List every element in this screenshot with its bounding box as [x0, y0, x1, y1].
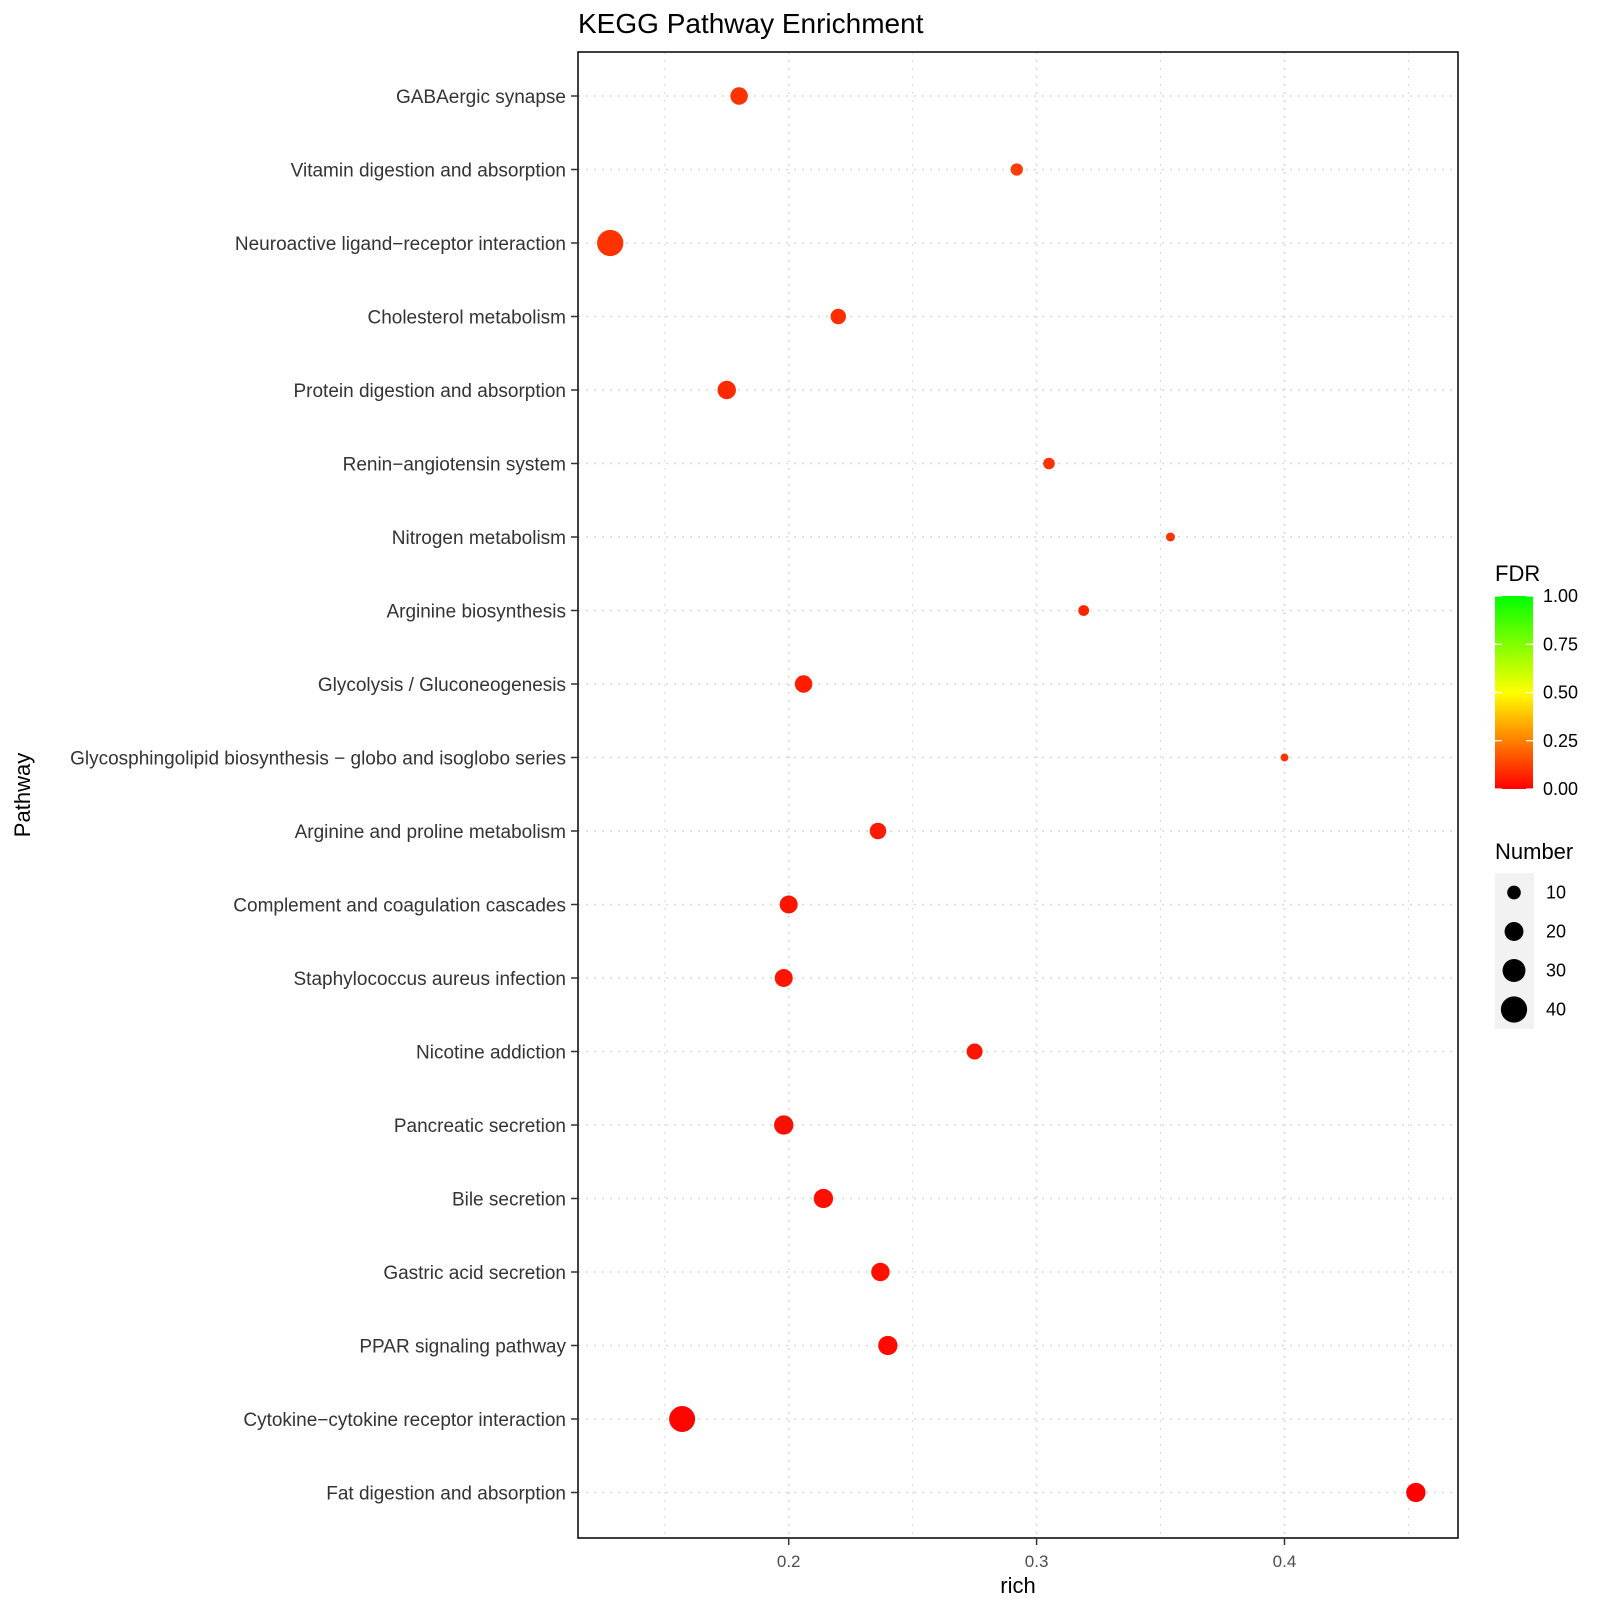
data-point: [774, 969, 793, 987]
fdr-tick-label: 0.75: [1543, 634, 1578, 654]
y-tick-label: Bile secretion: [452, 1190, 566, 1211]
y-tick-label: Arginine biosynthesis: [386, 602, 566, 623]
data-point: [1043, 457, 1055, 470]
data-point: [774, 1115, 794, 1135]
data-point: [869, 822, 887, 840]
x-tick-label: 0.3: [1025, 1552, 1049, 1571]
y-tick-label: PPAR signaling pathway: [359, 1337, 566, 1358]
data-point: [717, 380, 736, 400]
y-tick-label: Nicotine addiction: [416, 1043, 566, 1064]
data-point: [1406, 1482, 1426, 1503]
y-tick-label: Gastric acid secretion: [383, 1263, 566, 1284]
number-legend-key: [1500, 996, 1528, 1023]
data-point: [1010, 163, 1023, 176]
number-legend-key: [1507, 885, 1521, 900]
x-axis-title: rich: [1000, 1573, 1035, 1598]
y-tick-label: Arginine and proline metabolism: [295, 822, 566, 843]
y-tick-label: GABAergic synapse: [396, 87, 566, 108]
fdr-tick-label: 0.50: [1543, 683, 1578, 703]
chart-title: KEGG Pathway Enrichment: [578, 8, 924, 39]
number-legend: Number 10 20 30 40: [1495, 839, 1573, 1029]
plot-panel-border: [577, 51, 1459, 1539]
y-tick-label: Nitrogen metabolism: [392, 528, 566, 549]
y-tick-label: Staphylococcus aureus infection: [294, 969, 567, 990]
point-layer: [597, 87, 1426, 1503]
number-legend-label: 40: [1546, 1000, 1566, 1020]
data-point: [794, 675, 813, 693]
fdr-legend-title: FDR: [1495, 561, 1540, 586]
y-tick-label: Vitamin digestion and absorption: [291, 161, 566, 182]
data-point: [779, 895, 798, 914]
y-tick-label: Renin−angiotensin system: [343, 455, 566, 476]
y-tick-label: Protein digestion and absorption: [293, 381, 566, 402]
y-tick-label: Neuroactive ligand−receptor interaction: [235, 234, 566, 255]
number-legend-key: [1502, 959, 1526, 982]
fdr-legend: FDR 1.00 0.75 0.50 0.25 0.00: [1495, 561, 1578, 799]
number-legend-label: 20: [1546, 922, 1566, 942]
x-tick-label: 0.4: [1273, 1552, 1297, 1571]
y-tick-label: Glycolysis / Gluconeogenesis: [318, 675, 566, 696]
number-legend-key: [1504, 922, 1524, 941]
data-point: [597, 229, 624, 257]
data-point: [871, 1262, 890, 1282]
y-tick-label: Glycosphingolipid biosynthesis − globo a…: [70, 749, 566, 770]
y-tick-label: Pancreatic secretion: [394, 1116, 566, 1137]
data-point: [878, 1335, 898, 1356]
data-point: [813, 1188, 834, 1209]
y-axis-title: Pathway: [10, 753, 35, 837]
data-point: [966, 1043, 983, 1060]
x-axis: 0.2 0.3 0.4: [777, 1538, 1296, 1571]
x-tick-label: 0.2: [777, 1552, 801, 1571]
fdr-tick-label: 1.00: [1543, 586, 1578, 606]
data-point: [669, 1406, 696, 1432]
y-tick-label: Complement and coagulation cascades: [233, 896, 566, 917]
data-point: [1165, 532, 1175, 542]
number-legend-title: Number: [1495, 839, 1573, 864]
y-tick-label: Fat digestion and absorption: [326, 1484, 566, 1505]
data-point: [1078, 605, 1090, 616]
data-point: [730, 87, 748, 105]
number-legend-label: 30: [1546, 961, 1566, 981]
fdr-tick-label: 0.00: [1543, 779, 1578, 799]
number-legend-label: 10: [1546, 883, 1566, 903]
y-axis: GABAergic synapse Vitamin digestion and a…: [70, 87, 578, 1505]
fdr-tick-label: 0.25: [1543, 731, 1578, 751]
grid-layer: [578, 52, 1458, 1538]
y-tick-label: Cholesterol metabolism: [367, 308, 566, 329]
y-tick-label: Cytokine−cytokine receptor interaction: [243, 1410, 566, 1431]
data-point: [1280, 753, 1289, 762]
data-point: [830, 308, 846, 325]
